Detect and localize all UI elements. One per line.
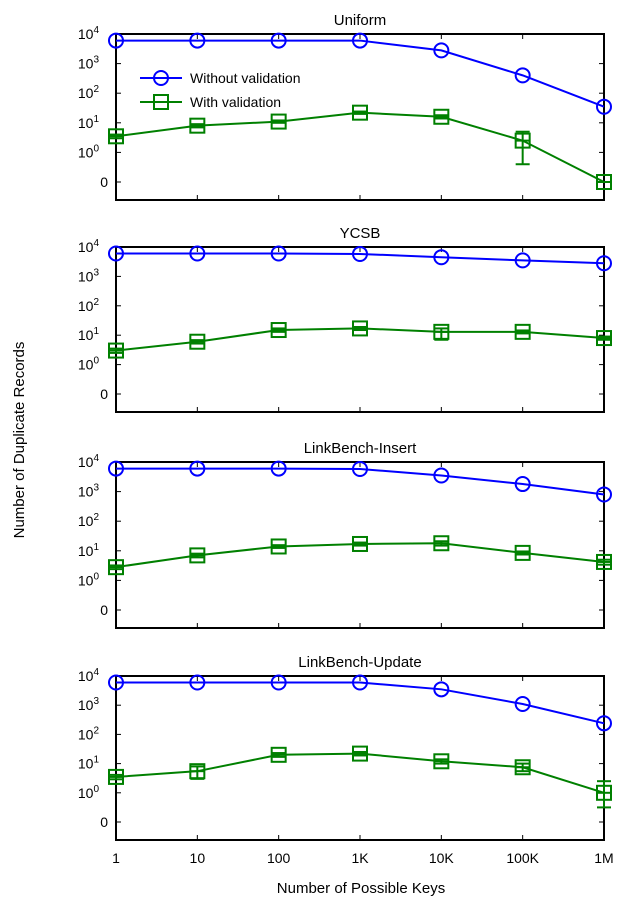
y-tick-label: 104 <box>78 238 100 255</box>
y-tick-label: 0 <box>100 174 108 190</box>
x-tick-label: 10K <box>429 850 455 866</box>
panel-title: LinkBench-Update <box>298 654 421 671</box>
data-point-circle <box>108 245 124 262</box>
y-tick-label: 103 <box>78 267 100 284</box>
x-tick-label: 100K <box>506 850 539 866</box>
data-point-circle <box>433 467 450 484</box>
series-without-validation <box>108 32 612 115</box>
plot-frame <box>115 33 605 201</box>
panel-title: Uniform <box>334 12 387 29</box>
data-point-circle <box>270 674 287 691</box>
y-axis-label: Number of Duplicate Records <box>11 342 28 539</box>
y-tick-label: 104 <box>78 667 100 684</box>
data-point-circle <box>514 252 531 269</box>
plot-frame <box>115 675 605 841</box>
legend-marker-square <box>153 94 169 110</box>
series-without-validation <box>108 674 612 732</box>
data-point-circle <box>433 681 450 698</box>
x-tick-label: 10 <box>190 850 206 866</box>
data-point-circle <box>352 32 368 49</box>
y-tick-label: 101 <box>78 114 100 131</box>
data-point-circle <box>514 67 531 84</box>
data-point-circle <box>108 460 124 477</box>
x-tick-label: 1M <box>594 850 613 866</box>
series-line <box>116 467 605 496</box>
y-tick-label: 104 <box>78 25 100 42</box>
y-tick-label: 0 <box>100 602 108 618</box>
x-tick-label: 100 <box>267 850 291 866</box>
data-point-circle <box>596 715 612 732</box>
y-tick-label: 102 <box>78 84 100 101</box>
data-point-circle <box>433 42 450 59</box>
data-point-circle <box>108 674 124 691</box>
y-tick-label: 102 <box>78 725 100 742</box>
y-tick-label: 100 <box>78 356 100 373</box>
data-point-circle <box>514 476 531 493</box>
data-point-circle <box>596 486 612 503</box>
data-point-circle <box>433 249 450 266</box>
legend-marker-circle <box>153 70 169 86</box>
series-with-validation <box>108 104 612 190</box>
x-tick-label: 1 <box>112 850 120 866</box>
data-point-circle <box>189 674 206 691</box>
y-tick-label: 100 <box>78 784 100 801</box>
y-tick-label: 101 <box>78 326 100 343</box>
legend-label: With validation <box>190 94 281 110</box>
y-tick-label: 103 <box>78 483 100 500</box>
y-tick-label: 100 <box>78 571 100 588</box>
y-tick-label: 101 <box>78 755 100 772</box>
series-line <box>116 681 605 725</box>
series-without-validation <box>108 460 612 503</box>
data-point-circle <box>352 245 368 262</box>
series-line <box>115 752 605 794</box>
y-tick-label: 103 <box>78 696 100 713</box>
data-point-circle <box>108 32 124 49</box>
series-line <box>115 542 605 569</box>
y-tick-label: 102 <box>78 512 100 529</box>
data-point-circle <box>514 695 531 712</box>
data-point-circle <box>189 245 206 262</box>
data-point-circle <box>596 98 612 115</box>
series-without-validation <box>108 245 612 272</box>
data-point-circle <box>270 460 287 477</box>
y-tick-label: 100 <box>78 143 100 160</box>
y-tick-label: 0 <box>100 386 108 402</box>
data-point-circle <box>352 461 368 478</box>
data-point-circle <box>270 245 287 262</box>
data-point-circle <box>189 32 206 49</box>
series-line <box>116 39 605 108</box>
x-tick-label: 1K <box>351 850 369 866</box>
y-tick-label: 0 <box>100 814 108 830</box>
data-point-circle <box>270 32 287 49</box>
x-axis-label: Number of Possible Keys <box>277 880 445 897</box>
series-with-validation <box>108 320 612 359</box>
legend: Without validation With validation <box>140 70 301 110</box>
series-with-validation <box>108 535 612 576</box>
panel-title: LinkBench-Insert <box>304 440 417 457</box>
y-tick-label: 103 <box>78 55 100 72</box>
series-line <box>115 111 605 183</box>
series-line <box>115 327 605 352</box>
data-point-circle <box>596 255 612 272</box>
panel-title: YCSB <box>340 225 381 242</box>
data-point-circle <box>352 674 368 691</box>
y-tick-label: 101 <box>78 542 100 559</box>
y-tick-label: 104 <box>78 453 100 470</box>
data-point-circle <box>189 460 206 477</box>
series-with-validation <box>108 745 612 809</box>
series-line <box>116 252 605 265</box>
legend-label: Without validation <box>190 70 301 86</box>
y-tick-label: 102 <box>78 297 100 314</box>
